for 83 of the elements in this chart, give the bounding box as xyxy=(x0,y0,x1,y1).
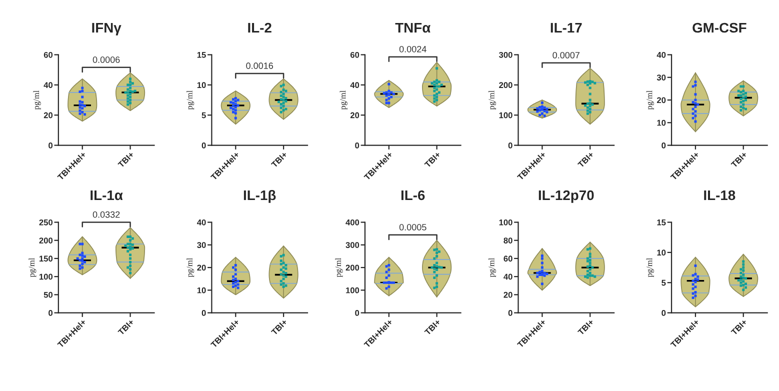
x-tick-label: TBI+ xyxy=(118,151,134,168)
chart-title: IL-1α xyxy=(90,190,123,200)
chart-title: IL-17 xyxy=(550,22,582,33)
y-tick-label: 0 xyxy=(202,310,206,316)
y-tick-label: 250 xyxy=(39,219,53,226)
y-tick-label: 20 xyxy=(44,112,53,118)
y-tick-label: 20 xyxy=(350,112,360,118)
y-tick-label: 20 xyxy=(656,97,666,104)
y-tick-label: 20 xyxy=(197,264,206,271)
y-tick-label: 40 xyxy=(44,82,53,88)
y-tick-label: 40 xyxy=(350,82,360,88)
y-axis-title: pg/ml xyxy=(186,258,194,278)
y-tick-label: 10 xyxy=(657,250,666,256)
y-tick-label: 0 xyxy=(662,142,666,148)
y-tick-label: 300 xyxy=(346,242,360,248)
y-tick-label: 100 xyxy=(39,274,53,280)
y-tick-label: 5 xyxy=(202,112,206,118)
y-tick-label: 10 xyxy=(197,287,206,294)
y-axis-title: pg/ml xyxy=(646,90,654,110)
x-tick-label: TBI+ xyxy=(577,151,594,168)
y-tick-label: 20 xyxy=(504,292,512,298)
y-tick-label: 80 xyxy=(504,238,512,244)
annotation: 0.0016 xyxy=(246,62,274,69)
y-tick-label: 60 xyxy=(350,52,360,58)
y-axis-title: pg/ml xyxy=(335,258,343,278)
y-tick-label: 60 xyxy=(44,52,53,58)
y-tick-label: 40 xyxy=(504,274,512,280)
y-axis-title: pg/ml xyxy=(646,258,654,278)
chart-title: IL-18 xyxy=(704,190,736,200)
y-tick-label: 40 xyxy=(656,52,666,58)
x-tick-label: TBI+ xyxy=(424,151,441,168)
annotation: 0.0006 xyxy=(92,56,120,63)
y-tick-label: 0 xyxy=(202,142,206,148)
y-axis-title: pg/ml xyxy=(28,258,36,278)
chart-title: IFNγ xyxy=(92,22,122,36)
y-tick-label: 0 xyxy=(508,310,512,316)
y-tick-label: 150 xyxy=(39,256,53,262)
y-axis-title: pg/ml xyxy=(33,90,41,110)
y-tick-label: 100 xyxy=(499,219,512,226)
y-tick-label: 30 xyxy=(197,242,206,248)
y-tick-label: 200 xyxy=(499,82,512,88)
y-tick-label: 200 xyxy=(346,264,360,271)
y-tick-label: 50 xyxy=(44,292,53,298)
y-tick-label: 10 xyxy=(657,120,666,126)
y-tick-label: 400 xyxy=(346,219,360,226)
annotation: 0.0005 xyxy=(399,224,426,230)
y-tick-label: 15 xyxy=(657,220,666,226)
x-tick-label: TBI+ xyxy=(118,318,134,336)
y-tick-label: 300 xyxy=(498,52,512,58)
y-tick-label: 0 xyxy=(355,142,360,148)
x-tick-label: TBI+ xyxy=(270,151,288,168)
chart-title: IL-12p70 xyxy=(538,190,594,203)
x-tick-label: TBI+ xyxy=(577,318,594,336)
y-tick-label: 200 xyxy=(39,238,53,244)
chart-title: IL-1β xyxy=(244,190,276,203)
annotation: 0.0007 xyxy=(552,52,580,58)
x-tick-label: TBI+ xyxy=(270,318,288,336)
y-tick-label: 100 xyxy=(499,112,512,118)
text: 0.0024 xyxy=(399,46,426,52)
y-tick-label: 40 xyxy=(197,219,206,226)
y-axis-title: pg/ml xyxy=(488,90,496,110)
y-axis-title: pg/ml xyxy=(488,258,496,278)
x-tick-label: TBI+ xyxy=(424,318,441,336)
y-tick-label: 100 xyxy=(346,287,360,294)
y-axis-title: pg/ml xyxy=(186,90,194,110)
y-tick-label: 0 xyxy=(508,142,512,148)
y-axis-title: pg/ml xyxy=(340,90,348,110)
y-tick-label: 60 xyxy=(504,256,512,262)
chart-title: GM-CSF xyxy=(692,22,746,33)
chart-title: TNFα xyxy=(395,22,430,33)
x-tick-label: TBI+ xyxy=(730,318,748,336)
y-tick-label: 0 xyxy=(355,310,360,316)
y-tick-label: 0 xyxy=(662,310,666,316)
chart-title: IL-2 xyxy=(248,22,272,33)
y-tick-label: 30 xyxy=(656,74,666,80)
x-tick-label: TBI+ xyxy=(730,151,748,168)
y-tick-label: 0 xyxy=(48,142,53,148)
y-tick-label: 10 xyxy=(197,82,206,88)
y-tick-label: 15 xyxy=(197,52,206,58)
text: 0.0332 xyxy=(92,211,120,218)
chart-title: IL-6 xyxy=(401,190,425,200)
y-tick-label: 5 xyxy=(662,280,666,286)
y-tick-label: 0 xyxy=(48,310,53,316)
